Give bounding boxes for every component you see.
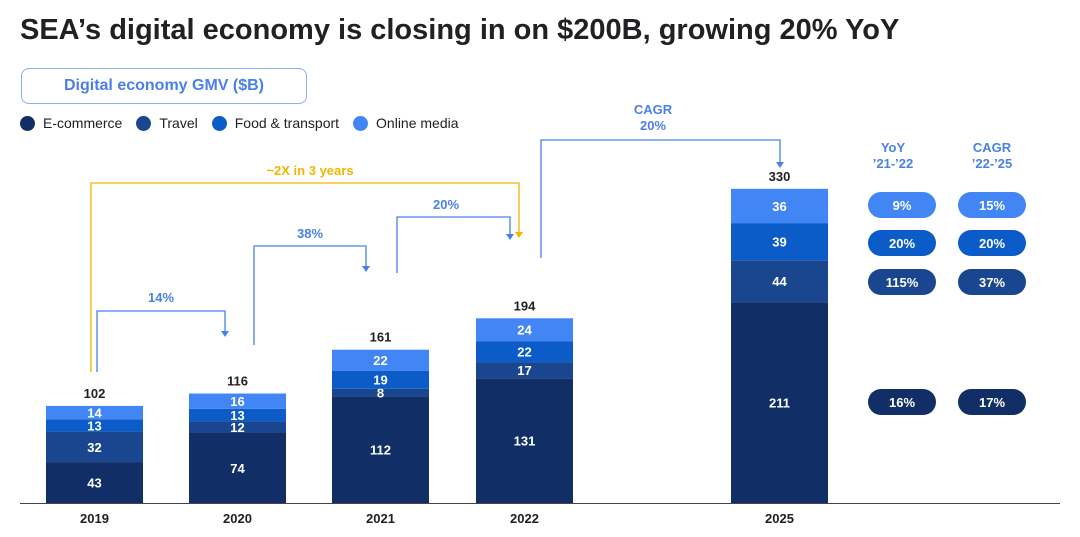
growth-label: 20%: [433, 197, 459, 212]
bar-segment: [189, 432, 286, 503]
legend-swatch: [20, 115, 35, 131]
data-label: 24: [517, 323, 532, 338]
growth-label: 38%: [297, 226, 323, 241]
cagr-label: CAGR: [634, 102, 673, 117]
yoy-header: YoY ’21-’22: [853, 140, 933, 172]
cagr-header: CAGR ’22-’25: [952, 140, 1032, 172]
data-label: 44: [772, 274, 787, 289]
legend-item: Travel: [136, 115, 198, 131]
bar-segment: [332, 370, 429, 389]
cagr-pill: 20%: [958, 230, 1026, 256]
arrow-head-icon: [776, 162, 784, 168]
total-label: 116: [227, 374, 248, 389]
bar-segment: [46, 462, 143, 503]
arrow-head-icon: [221, 331, 229, 337]
bar-segment: [731, 223, 828, 261]
growth-connector: [253, 245, 367, 345]
bar-segment: [731, 188, 828, 224]
bar-segment: [332, 396, 429, 503]
growth-connector: [396, 216, 511, 273]
arrow-head-icon: [506, 234, 514, 240]
data-label: 39: [772, 235, 786, 250]
cagr-header-line1: CAGR: [972, 140, 1012, 155]
bar-segment: [731, 260, 828, 303]
data-label: 14: [87, 406, 102, 421]
data-label: 32: [87, 440, 101, 455]
data-label: 17: [517, 363, 531, 378]
data-label: 13: [230, 408, 244, 423]
arrow-head-icon: [515, 232, 523, 238]
legend-label: Travel: [159, 115, 198, 131]
legend-item: Online media: [353, 115, 459, 131]
bar-segment: [332, 388, 429, 397]
bar-segment: [476, 318, 573, 342]
data-label: 22: [373, 353, 387, 368]
x-tick-label: 2022: [510, 511, 539, 526]
bar-segment: [46, 405, 143, 420]
total-label: 330: [769, 169, 791, 184]
data-label: 19: [373, 373, 387, 388]
legend-swatch: [211, 115, 227, 131]
bar-segment: [476, 341, 573, 363]
data-label: 112: [370, 443, 391, 458]
total-label: 194: [514, 298, 536, 313]
bar-segment: [189, 421, 286, 433]
cagr-pill: 37%: [958, 269, 1026, 295]
legend-label: Online media: [376, 115, 459, 131]
bar-segment: [189, 408, 286, 422]
legend-item: Food & transport: [211, 115, 340, 131]
growth-label: 14%: [148, 290, 174, 305]
yoy-pill: 9%: [868, 192, 936, 218]
data-label: 22: [517, 345, 531, 360]
yoy-pill: 16%: [868, 389, 936, 415]
cagr-pill: 17%: [958, 389, 1026, 415]
total-label: 161: [370, 330, 392, 345]
yoy-header-line1: YoY: [880, 140, 906, 155]
legend: E-commerce Travel Food & transport Online m…: [20, 115, 459, 131]
bar-segment: [731, 302, 828, 503]
cagr-header-line2: ’22-’25: [971, 156, 1013, 171]
bar-segment: [332, 349, 429, 371]
yoy-pill: 115%: [868, 269, 936, 295]
bar-segment: [476, 378, 573, 503]
legend-label: Food & transport: [234, 115, 340, 131]
data-label: 12: [230, 420, 244, 435]
bar-segment: [46, 419, 143, 432]
arrow-head-icon: [362, 266, 370, 272]
bar-segment: [189, 393, 286, 409]
doubling-label: ~2X in 3 years: [266, 163, 353, 178]
doubling-connector: [90, 182, 520, 372]
data-label: 131: [514, 434, 536, 449]
bar-segment: [476, 362, 573, 379]
legend-item: E-commerce: [20, 115, 122, 131]
yoy-header-line2: ’21-’22: [872, 156, 914, 171]
legend-label: E-commerce: [43, 115, 123, 131]
data-label: 16: [230, 394, 244, 409]
x-tick-label: 2025: [765, 511, 794, 526]
total-label: 102: [84, 386, 106, 401]
bar-segment: [46, 431, 143, 463]
data-label: 36: [772, 199, 786, 214]
legend-swatch: [136, 115, 152, 131]
data-label: 211: [769, 396, 790, 411]
x-tick-label: 2019: [80, 511, 109, 526]
page-title: SEA’s digital economy is closing in on $…: [20, 14, 900, 46]
yoy-pill: 20%: [868, 230, 936, 256]
cagr-value: 20%: [640, 118, 666, 133]
legend-swatch: [353, 115, 369, 131]
data-label: 13: [87, 418, 101, 433]
cagr-connector: [540, 139, 781, 258]
chart-title: Digital economy GMV ($B): [21, 68, 307, 104]
data-label: 74: [230, 461, 245, 476]
x-tick-label: 2020: [223, 511, 252, 526]
x-tick-label: 2021: [366, 511, 395, 526]
cagr-pill: 15%: [958, 192, 1026, 218]
data-label: 43: [87, 476, 101, 491]
growth-connector: [96, 310, 226, 372]
data-label: 8: [377, 386, 384, 401]
